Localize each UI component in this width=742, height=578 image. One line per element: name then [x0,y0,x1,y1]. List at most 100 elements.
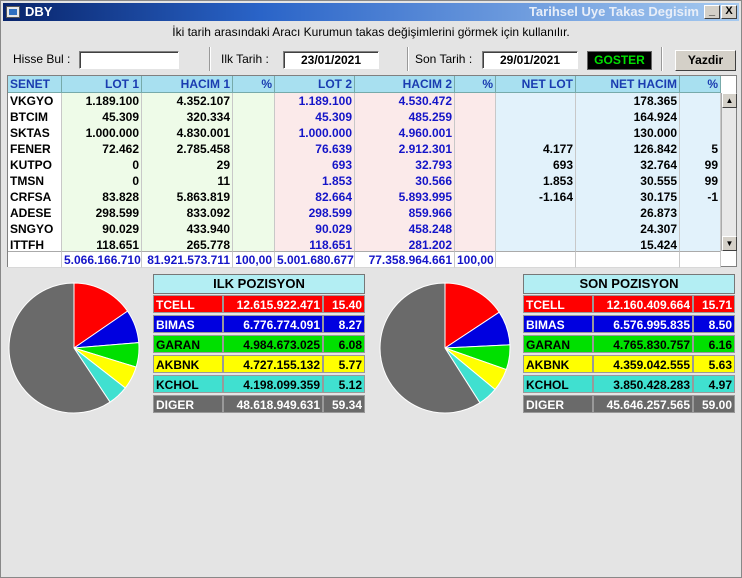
position-value: 3.850.428.283 [593,375,693,393]
grid-cell: 11 [142,173,233,190]
grid-cell: 26.873 [576,205,680,222]
column-header[interactable]: HACIM 2 [355,76,455,93]
table-row[interactable]: SKTAS 1.000.000 4.830.001 1.000.000 4.960.00… [8,125,721,142]
grid-cell: 99 [680,173,721,190]
grid-cell [576,251,680,268]
totals-row[interactable]: 5.066.166.710 81.921.573.711 100,00 5.001.6… [8,251,721,268]
grid-cell: 1.000.000 [62,125,142,142]
grid-cell: 29 [142,157,233,174]
app-icon[interactable] [6,6,20,18]
grid-cell [455,157,496,174]
position-pct: 5.12 [323,375,365,393]
position-value: 4.359.042.555 [593,355,693,373]
position-value: 45.646.257.565 [593,395,693,413]
list-item[interactable]: DIGER 48.618.949.631 59.34 [153,395,365,413]
takas-grid[interactable]: ▲ ▼ SENET LOT 1 HACIM 1% LOT 2 HACIM 2% NET L… [7,75,737,268]
grid-cell: 4.352.107 [142,93,233,110]
list-item[interactable]: BIMAS 6.776.774.091 8.27 [153,315,365,333]
grid-cell: 833.092 [142,205,233,222]
grid-cell: 90.029 [275,221,355,238]
column-header[interactable]: % [455,76,496,93]
position-pct: 5.63 [693,355,735,373]
grid-cell: 4.530.472 [355,93,455,110]
grid-cell [233,205,275,222]
scroll-up-icon[interactable]: ▲ [722,93,737,108]
list-item[interactable]: TCELL 12.160.409.664 15.71 [523,295,735,313]
grid-cell [496,205,576,222]
table-row[interactable]: TMSN 0 11 1.853 30.566 1.853 30.555 99 [8,173,721,190]
close-button[interactable]: X [721,5,737,19]
window-title: DBY [25,4,53,19]
grid-cell: SKTAS [8,125,62,142]
column-header[interactable]: LOT 1 [62,76,142,93]
divider [661,47,663,71]
table-row[interactable]: VKGYO 1.189.100 4.352.107 1.189.100 4.530.47… [8,93,721,110]
pie-slice-diger [379,282,481,414]
grid-cell: 0 [62,173,142,190]
ilk-tarih-field[interactable]: 23/01/2021 [283,51,379,69]
grid-cell: 90.029 [62,221,142,238]
grid-cell: 298.599 [275,205,355,222]
grid-cell [455,221,496,238]
grid-cell: 859.966 [355,205,455,222]
position-value: 6.776.774.091 [223,315,323,333]
son-tarih-field[interactable]: 29/01/2021 [482,51,578,69]
goster-button[interactable]: GOSTER [587,51,652,70]
table-row[interactable]: SNGYO 90.029 433.940 90.029 458.248 24.307 [8,221,721,238]
scroll-down-icon[interactable]: ▼ [722,236,737,251]
position-name: AKBNK [523,355,593,373]
grid-cell: 5.863.819 [142,189,233,206]
grid-cell [233,157,275,174]
grid-cell [680,205,721,222]
list-item[interactable]: DIGER 45.646.257.565 59.00 [523,395,735,413]
list-item[interactable]: BIMAS 6.576.995.835 8.50 [523,315,735,333]
grid-cell [8,251,62,268]
pie-slice-diger [8,282,111,414]
column-header[interactable]: NET HACIM [576,76,680,93]
table-row[interactable]: ITTFH 118.651 265.778 118.651 281.202 15.424 [8,237,721,254]
list-item[interactable]: TCELL 12.615.922.471 15.40 [153,295,365,313]
position-pct: 59.34 [323,395,365,413]
table-row[interactable]: BTCIM 45.309 320.334 45.309 485.259 164.924 [8,109,721,126]
list-item[interactable]: KCHOL 4.198.099.359 5.12 [153,375,365,393]
yazdir-button[interactable]: Yazdir [675,50,736,71]
grid-cell: 693 [275,157,355,174]
grid-cell: 693 [496,157,576,174]
position-name: BIMAS [523,315,593,333]
list-item[interactable]: AKBNK 4.359.042.555 5.63 [523,355,735,373]
grid-cell: 32.793 [355,157,455,174]
grid-cell: 458.248 [355,221,455,238]
hisse-search-input[interactable] [79,51,179,69]
header-row[interactable]: SENET LOT 1 HACIM 1% LOT 2 HACIM 2% NET LOT NE… [8,76,721,93]
list-item[interactable]: KCHOL 3.850.428.283 4.97 [523,375,735,393]
column-header[interactable]: SENET [8,76,62,93]
table-row[interactable]: ADESE 298.599 833.092 298.599 859.966 26.873 [8,205,721,222]
grid-cell [455,125,496,142]
grid-cell: 130.000 [576,125,680,142]
position-name: KCHOL [153,375,223,393]
table-row[interactable]: KUTPO 0 29 693 32.793 693 32.764 99 [8,157,721,174]
list-item[interactable]: AKBNK 4.727.155.132 5.77 [153,355,365,373]
column-header[interactable]: % [233,76,275,93]
list-item[interactable]: GARAN 4.765.830.757 6.16 [523,335,735,353]
table-row[interactable]: CRFSA 83.828 5.863.819 82.664 5.893.995 -1.16… [8,189,721,206]
grid-cell: -1 [680,189,721,206]
grid-cell: 298.599 [62,205,142,222]
column-header[interactable]: % [680,76,721,93]
grid-cell: 99 [680,157,721,174]
grid-cell: 1.853 [275,173,355,190]
list-item[interactable]: GARAN 4.984.673.025 6.08 [153,335,365,353]
position-pct: 59.00 [693,395,735,413]
pie-slice-tcell [73,282,129,349]
column-header[interactable]: LOT 2 [275,76,355,93]
column-header[interactable]: NET LOT [496,76,576,93]
table-row[interactable]: FENER 72.462 2.785.458 76.639 2.912.301 4.177… [8,141,721,158]
vertical-scrollbar[interactable]: ▲ ▼ [721,93,737,251]
column-header[interactable]: HACIM 1 [142,76,233,93]
minimize-button[interactable]: _ [704,5,720,19]
position-pct: 6.16 [693,335,735,353]
position-name: KCHOL [523,375,593,393]
grid-cell [455,205,496,222]
grid-cell: 15.424 [576,237,680,254]
